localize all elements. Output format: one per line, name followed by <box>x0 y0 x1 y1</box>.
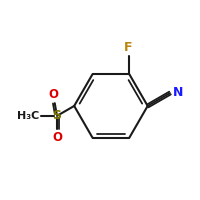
Text: N: N <box>173 86 183 99</box>
Text: O: O <box>48 88 58 101</box>
Text: F: F <box>124 41 133 54</box>
Text: O: O <box>52 131 62 144</box>
Text: S: S <box>52 109 61 122</box>
Text: H₃C: H₃C <box>17 111 39 121</box>
